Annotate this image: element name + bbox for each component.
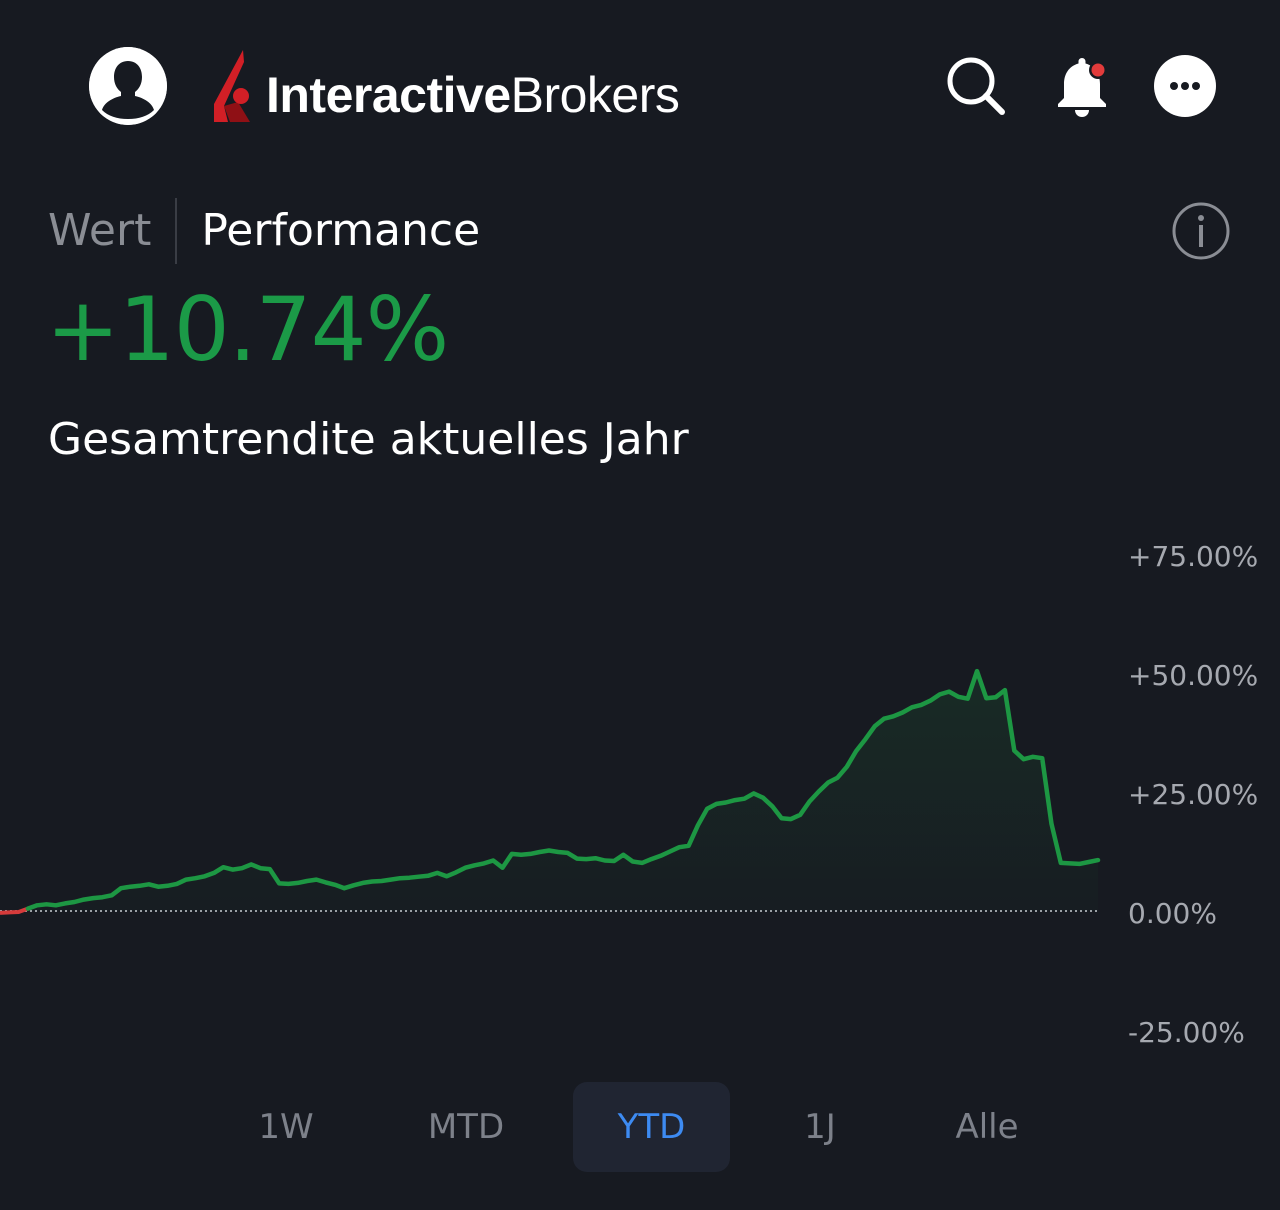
period-ytd[interactable]: YTD bbox=[573, 1082, 730, 1172]
app-header: InteractiveBrokers bbox=[0, 0, 1280, 180]
user-icon[interactable] bbox=[89, 47, 167, 125]
series-line bbox=[25, 668, 1101, 911]
view-tabs: Wert Performance bbox=[48, 196, 480, 266]
performance-chart-svg: +75.00% +50.00% +25.00% 0.00% -25.00% bbox=[0, 540, 1258, 1049]
series-line-negative bbox=[0, 906, 29, 915]
period-mtd[interactable]: MTD bbox=[427, 1107, 505, 1147]
ib-logo-icon bbox=[214, 50, 250, 122]
info-icon[interactable] bbox=[1172, 202, 1230, 260]
y-tick-label: -25.00% bbox=[1128, 1016, 1245, 1049]
tab-performance[interactable]: Performance bbox=[201, 205, 481, 256]
interactive-brokers-logo: InteractiveBrokers bbox=[210, 48, 680, 128]
performance-value: +10.74% bbox=[46, 278, 449, 381]
y-tick-label: +50.00% bbox=[1128, 659, 1258, 692]
series-area bbox=[0, 671, 1098, 913]
y-tick-label: 0.00% bbox=[1128, 897, 1217, 930]
logo-text-bold: Interactive bbox=[266, 67, 511, 123]
performance-chart: +75.00% +50.00% +25.00% 0.00% -25.00% bbox=[0, 520, 1280, 1060]
period-1w[interactable]: 1W bbox=[258, 1107, 314, 1147]
logo-wordmark: InteractiveBrokers bbox=[266, 67, 680, 123]
tab-divider bbox=[175, 198, 178, 264]
notification-dot bbox=[1091, 63, 1105, 77]
bell-icon[interactable] bbox=[1050, 54, 1114, 118]
search-icon[interactable] bbox=[944, 54, 1008, 118]
period-alle[interactable]: Alle bbox=[955, 1107, 1019, 1147]
period-1j[interactable]: 1J bbox=[804, 1107, 836, 1147]
y-tick-label: +75.00% bbox=[1128, 540, 1258, 573]
performance-label: Gesamtrendite aktuelles Jahr bbox=[48, 414, 689, 465]
logo-text-regular: Brokers bbox=[510, 67, 680, 123]
period-selector: 1W MTD YTD 1J Alle bbox=[0, 1082, 1280, 1172]
y-tick-label: +25.00% bbox=[1128, 778, 1258, 811]
more-icon[interactable] bbox=[1154, 55, 1216, 117]
tab-wert[interactable]: Wert bbox=[48, 205, 152, 256]
